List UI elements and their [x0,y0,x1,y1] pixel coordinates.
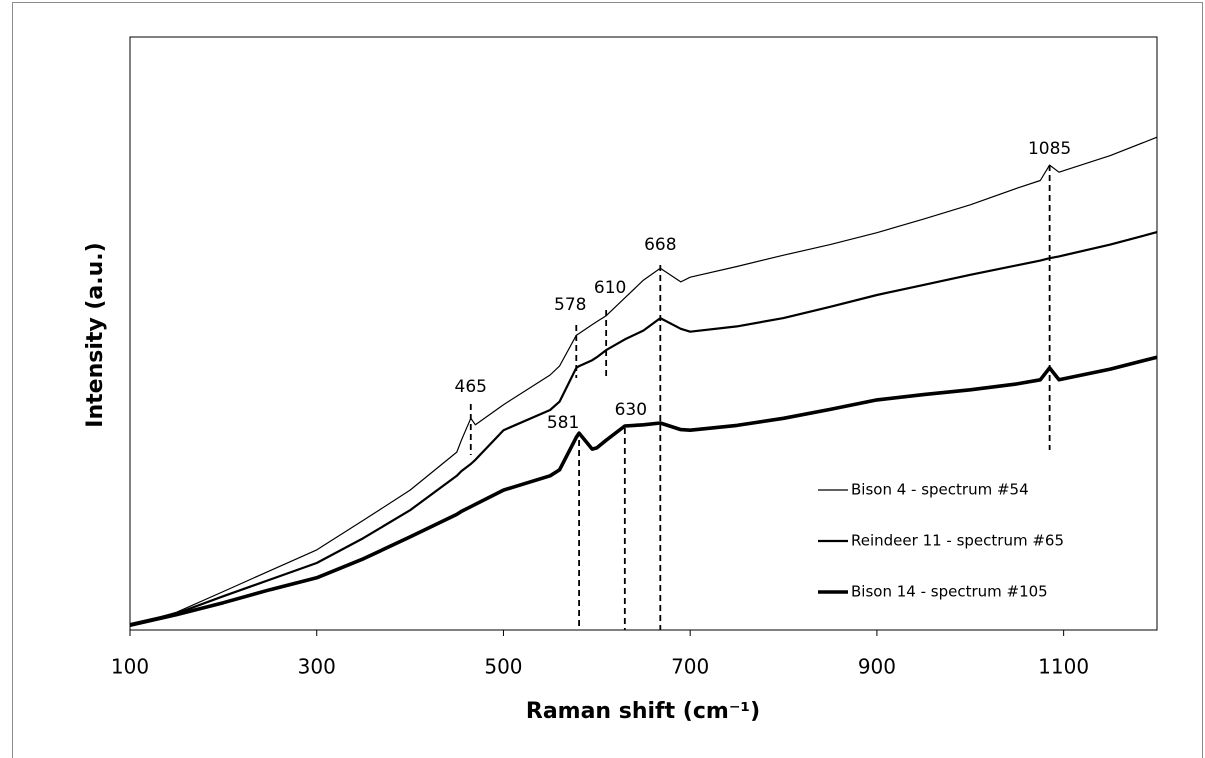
x-tick-label: 500 [484,655,522,679]
peak-label: 465 [455,377,487,397]
legend-label: Bison 4 - spectrum #54 [851,481,1029,499]
x-tick-label: 700 [671,655,709,679]
series-line [129,355,1158,628]
y-axis-title: Intensity (a.u.) [83,242,108,427]
series-line [129,136,1158,626]
x-tick-label: 300 [298,655,336,679]
peak-label: 578 [554,295,586,315]
peak-label: 581 [547,413,579,433]
chart-border [12,2,1203,758]
peak-label: 610 [594,278,626,298]
x-tick-label: 900 [858,655,896,679]
legend-label: Reindeer 11 - spectrum #65 [851,532,1064,550]
peak-label: 1085 [1028,139,1071,159]
x-axis-title: Raman shift (cm⁻¹) [526,699,760,724]
peak-label: 668 [644,235,676,255]
x-tick-label: 1100 [1038,655,1089,679]
series-line [129,231,1158,626]
peak-label: 630 [615,400,647,420]
plot-frame [129,36,1158,631]
legend-label: Bison 14 - spectrum #105 [851,583,1048,601]
x-tick-label: 100 [111,655,149,679]
